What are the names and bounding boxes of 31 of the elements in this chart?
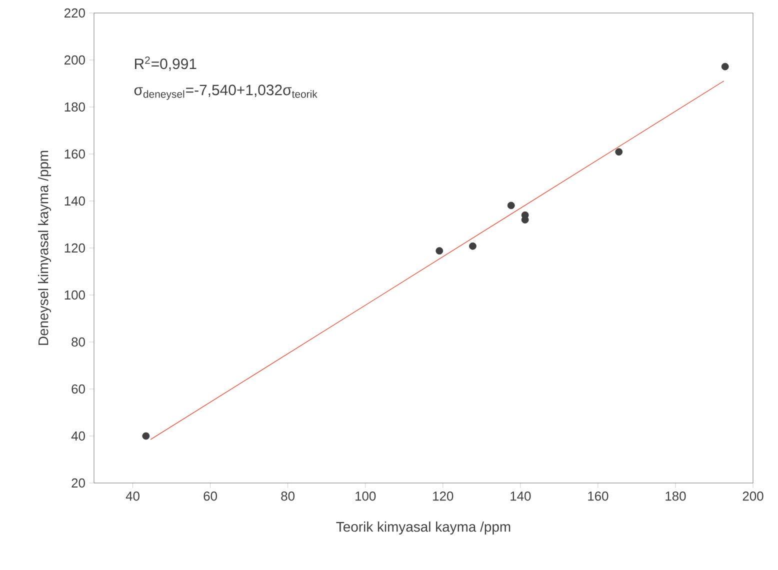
x-tick-label: 60	[204, 492, 217, 501]
x-axis-title: Teorik kimyasal kayma /ppm	[336, 522, 510, 535]
y-tick-label: 140	[64, 196, 85, 206]
point	[721, 62, 729, 70]
y-tick-label: 20	[72, 478, 85, 488]
annotation: R$^{2}$=0,991	[134, 56, 196, 71]
y-tick-label: 220	[64, 8, 85, 18]
point	[142, 432, 150, 440]
y-axis-title: Deneysel kimyasal kayma /ppm	[38, 150, 52, 345]
y-tick-label: 120	[64, 243, 85, 253]
point	[507, 202, 515, 210]
x-tick-label: 100	[356, 492, 376, 501]
annotation: σ$_{deneysel}$=-7,540+1,032σ$_{teorik}$	[134, 84, 318, 100]
y-tick-label: 60	[72, 384, 85, 394]
x-tick-label: 120	[433, 492, 454, 501]
y-tick-label: 180	[64, 102, 85, 112]
point	[521, 216, 529, 224]
y-tick-label: 160	[64, 149, 85, 159]
point	[469, 242, 476, 250]
x-tick-label: 160	[588, 492, 608, 501]
point	[615, 148, 623, 156]
x-tick-label: 200	[742, 492, 764, 501]
y-tick-label: 200	[64, 55, 85, 65]
y-tick-label: 80	[72, 337, 85, 347]
x-tick-label: 140	[510, 492, 531, 501]
y-tick-label: 40	[71, 431, 85, 441]
y-tick-label: 100	[64, 290, 85, 300]
x-tick-label: 80	[281, 492, 295, 501]
x-tick-label: 180	[666, 492, 686, 501]
x-tick-label: 40	[126, 492, 140, 501]
point	[436, 247, 444, 255]
